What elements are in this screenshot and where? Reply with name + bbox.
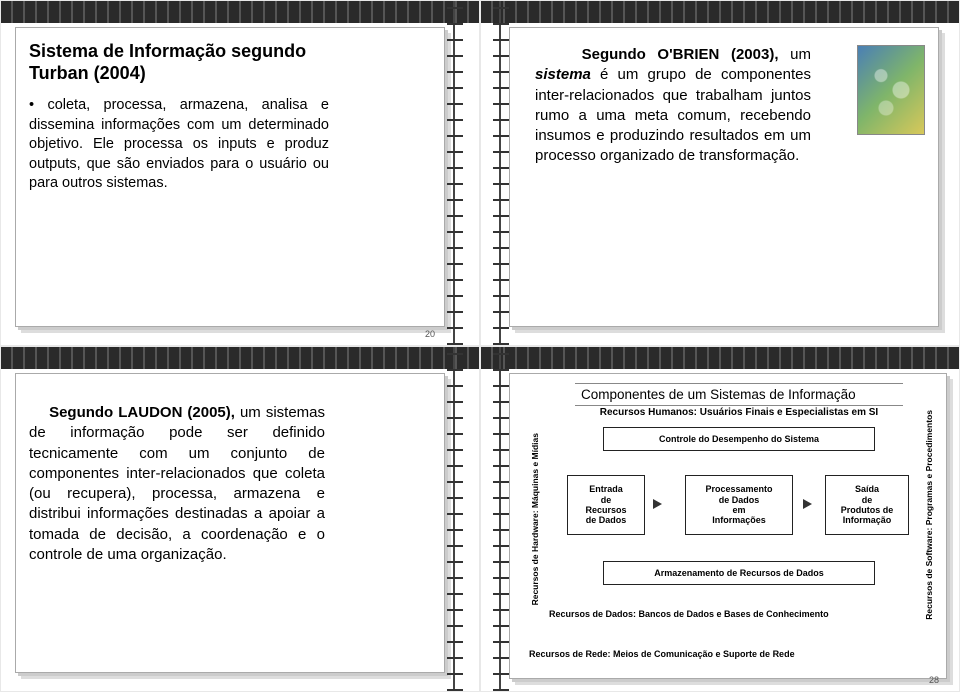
box-control: Controle do Desempenho do Sistema <box>603 427 875 451</box>
lead-bold: Segundo LAUDON (2005), <box>49 404 235 421</box>
slide-obrien: Segundo O'BRIEN (2003), um sistema é um … <box>480 0 960 346</box>
slide-components-diagram: Componentes de um Sistemas de Informação… <box>480 346 960 692</box>
left-label: Recursos de Hardware: Máquinas e Mídias <box>523 419 549 619</box>
body-text: coleta, processa, armazena, analisa e di… <box>29 97 329 191</box>
box-processing: Processamento de Dados em Informações <box>685 475 793 535</box>
lead-bold: Segundo O'BRIEN (2003), <box>582 46 779 63</box>
box-storage: Armazenamento de Recursos de Dados <box>603 561 875 585</box>
spiral-binding <box>499 347 501 691</box>
arrow-icon <box>803 499 812 509</box>
binder-strip <box>481 1 959 23</box>
footer-network-resources: Recursos de Rede: Meios de Comunicação e… <box>529 649 909 659</box>
decorative-illustration <box>857 45 925 135</box>
body-rest: um sistemas de informação pode ser defin… <box>29 404 325 563</box>
right-label: Recursos de Software: Programas e Proced… <box>917 403 943 627</box>
slide-turban: Sistema de Informação segundo Turban (20… <box>0 0 480 346</box>
binder-strip <box>481 347 959 369</box>
box-input: Entrada de Recursos de Dados <box>567 475 645 535</box>
page-number: 28 <box>929 675 939 685</box>
slide-body: • coleta, processa, armazena, analisa e … <box>29 96 329 194</box>
slide-text: Sistema de Informação segundo Turban (20… <box>29 41 329 194</box>
footer-data-resources: Recursos de Dados: Bancos de Dados e Bas… <box>549 609 929 619</box>
slide-body: Segundo O'BRIEN (2003), um sistema é um … <box>535 45 811 167</box>
slide-text: Segundo O'BRIEN (2003), um sistema é um … <box>535 45 811 167</box>
spiral-binding <box>453 1 455 345</box>
diagram-title: Componentes de um Sistemas de Informação <box>575 383 903 406</box>
sub-top: Recursos Humanos: Usuários Finais e Espe… <box>565 407 913 418</box>
page-number: 20 <box>425 329 435 339</box>
spiral-binding <box>453 347 455 691</box>
box-output: Saída de Produtos de Informação <box>825 475 909 535</box>
binder-strip <box>1 1 479 23</box>
arrow-icon <box>653 499 662 509</box>
slide-body: Segundo LAUDON (2005), um sistemas de in… <box>29 403 325 565</box>
bullet: • <box>29 97 34 113</box>
slide-text: Segundo LAUDON (2005), um sistemas de in… <box>29 403 325 565</box>
binder-strip <box>1 347 479 369</box>
slide-title: Sistema de Informação segundo Turban (20… <box>29 41 329 84</box>
lead-italic: sistema <box>535 66 591 83</box>
lead-plain: um <box>779 46 812 63</box>
spiral-binding <box>499 1 501 345</box>
slide-laudon: Segundo LAUDON (2005), um sistemas de in… <box>0 346 480 692</box>
